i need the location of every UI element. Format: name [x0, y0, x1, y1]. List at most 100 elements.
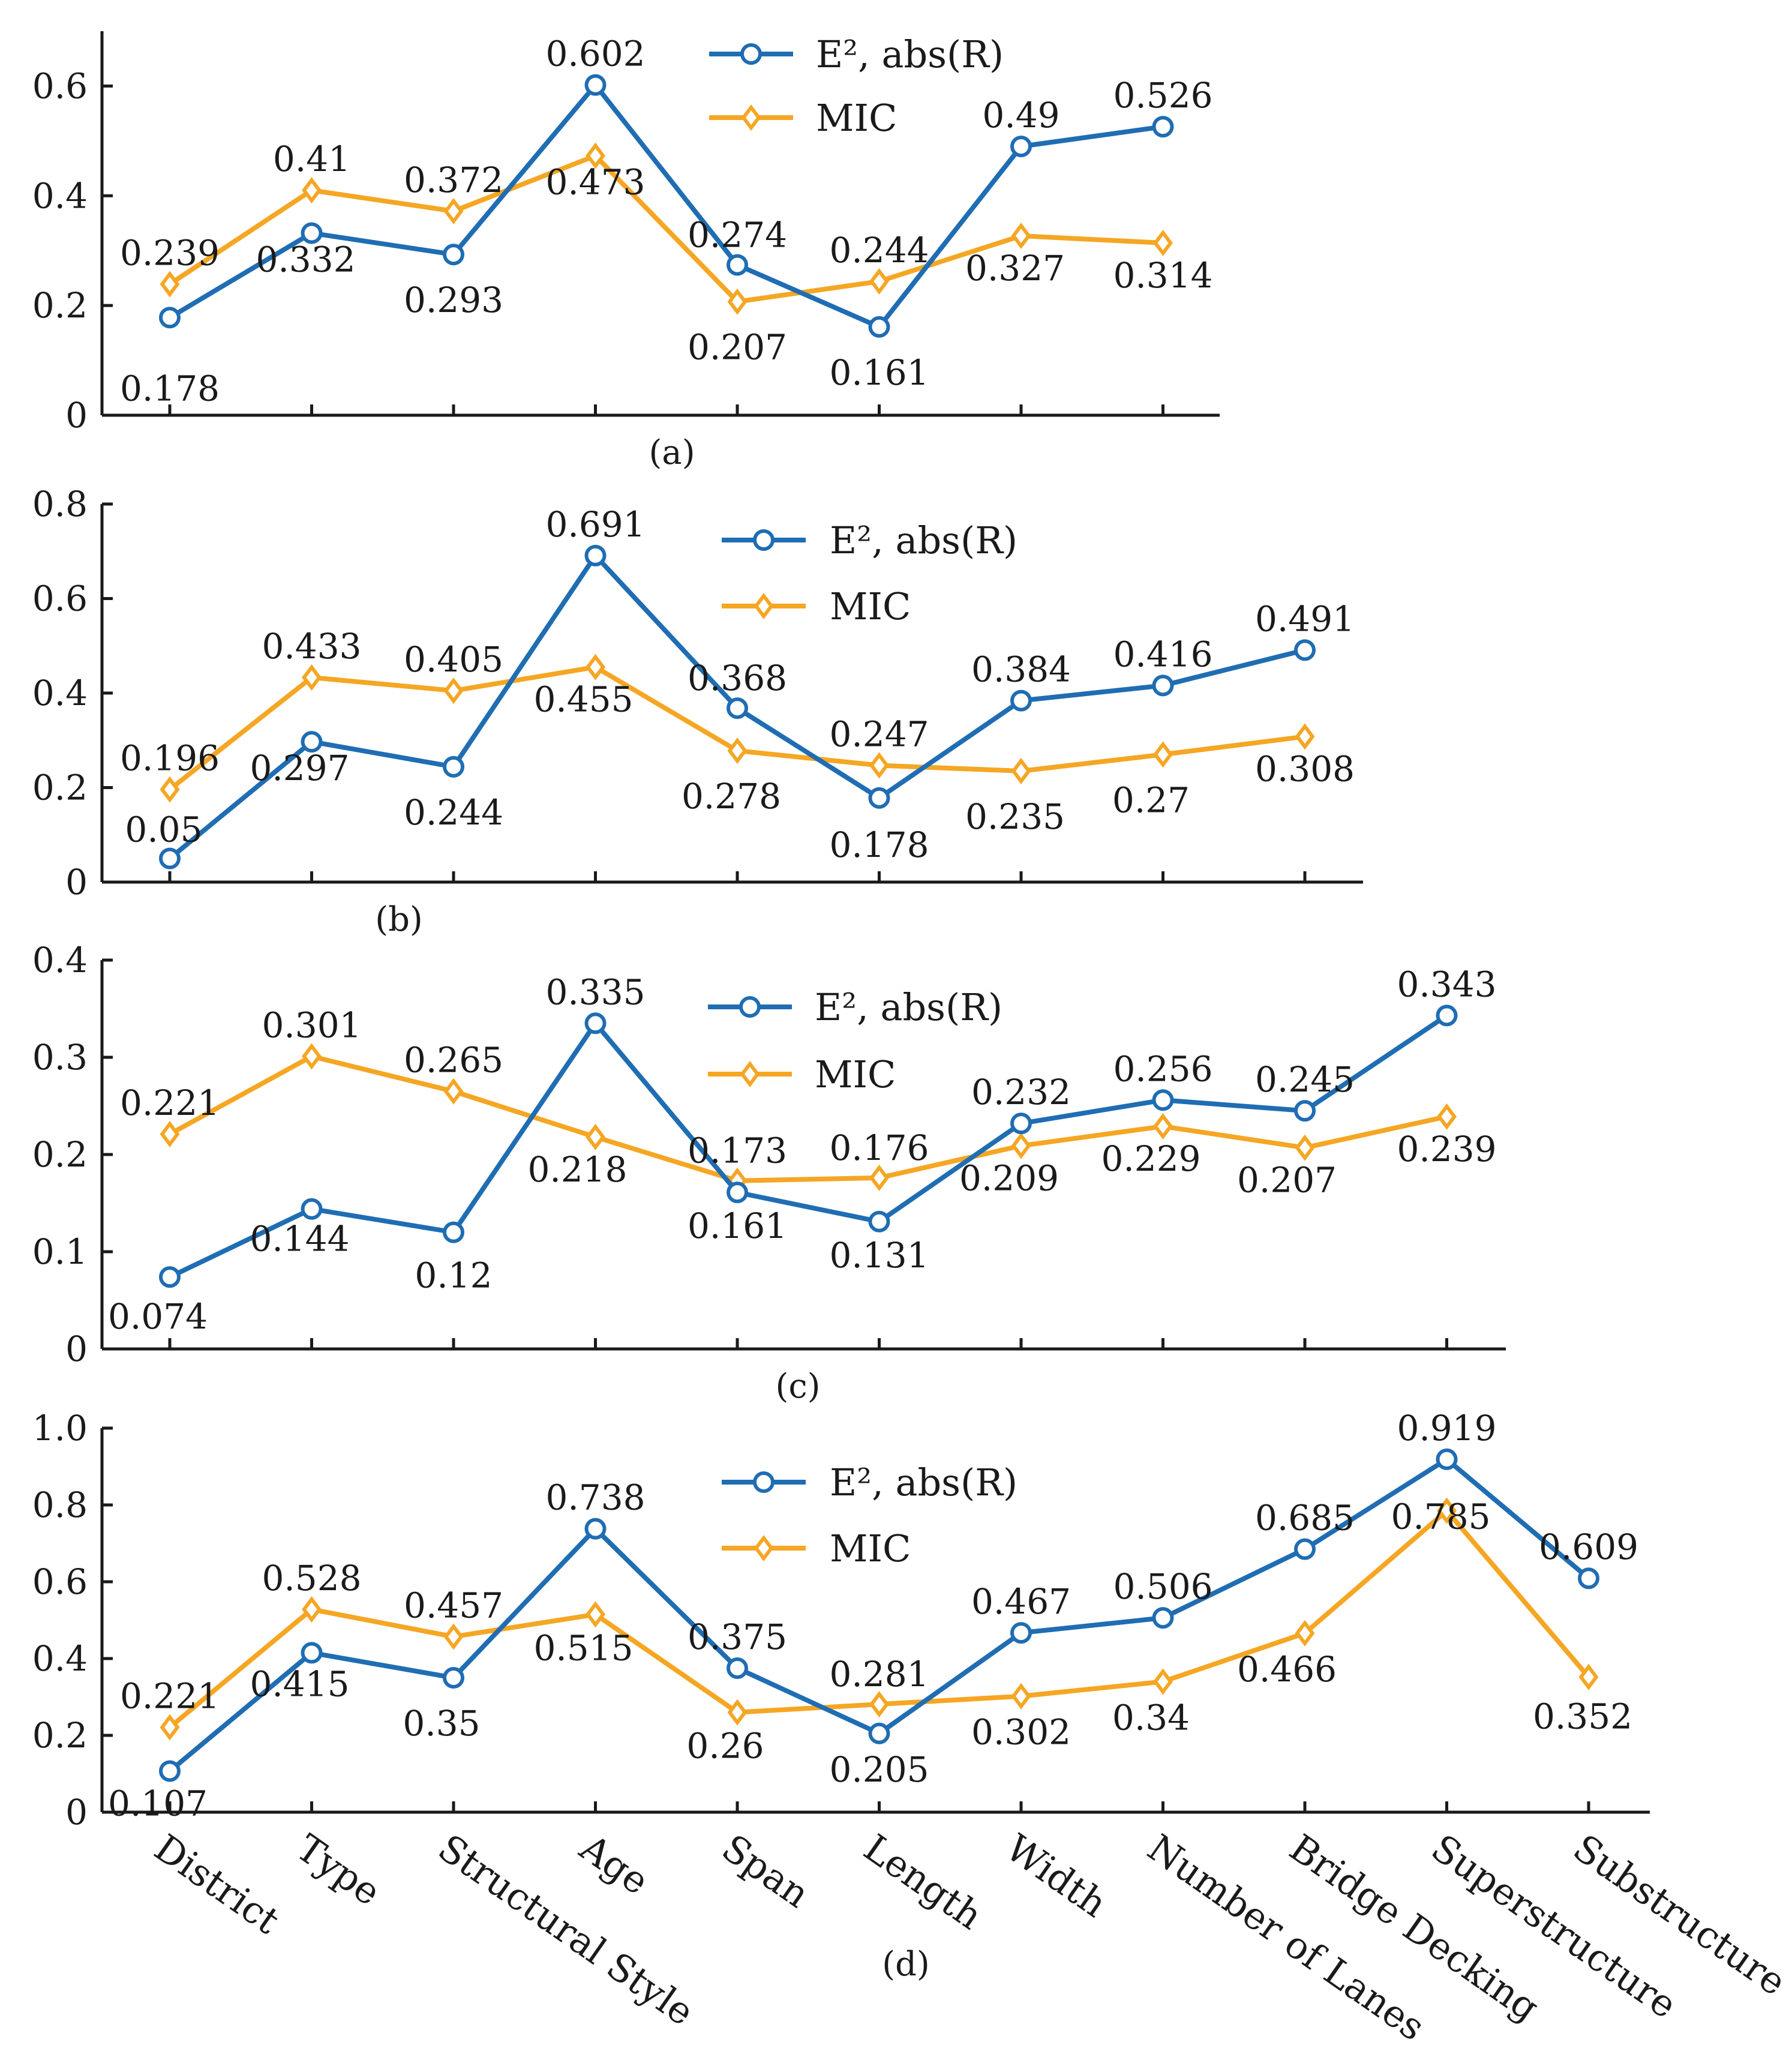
legend-e2-label-3: E², abs(R)	[830, 1461, 1017, 1504]
y-tick-label-2-0: 0	[65, 1329, 88, 1369]
mic-point-1-1	[302, 664, 322, 691]
mic-label-2-9: 0.239	[1397, 1129, 1496, 1170]
e2-label-0-5: 0.161	[829, 352, 929, 393]
e2-label-3-6: 0.467	[971, 1581, 1071, 1622]
e2-point-3-5	[868, 1722, 890, 1744]
mic-label-2-0: 0.221	[120, 1083, 220, 1123]
category-label-5: Length	[856, 1825, 990, 1938]
mic-point-3-3	[586, 1601, 605, 1628]
mic-point-1-7	[1153, 741, 1173, 768]
series-mic-line-0	[168, 153, 1163, 304]
y-tick-label-2-2: 0.2	[32, 1134, 88, 1175]
mic-point-3-6	[1011, 1683, 1031, 1710]
e2-label-3-7: 0.506	[1113, 1566, 1212, 1607]
category-label-9: Superstructure	[1424, 1825, 1685, 2026]
e2-label-2-8: 0.245	[1255, 1059, 1355, 1100]
category-label-6: Width	[998, 1825, 1115, 1926]
mic-point-0-4	[727, 288, 748, 315]
e2-label-2-2: 0.12	[415, 1255, 492, 1296]
e2-point-0-1	[301, 222, 323, 244]
e2-label-2-0: 0.074	[108, 1296, 208, 1337]
y-tick-label-0-0: 0	[65, 395, 88, 436]
e2-label-3-2: 0.35	[403, 1703, 480, 1744]
mic-point-3-10	[1578, 1663, 1599, 1690]
legend-3: E², abs(R) MIC	[722, 1461, 1017, 1570]
mic-point-2-1	[302, 1043, 322, 1070]
mic-label-1-0: 0.196	[120, 738, 220, 779]
mic-point-1-8	[1295, 723, 1315, 750]
y-tick-label-3-3: 0.6	[32, 1561, 88, 1602]
e2-point-0-2	[443, 244, 464, 266]
y-tick-label-2-3: 0.3	[32, 1037, 88, 1078]
y-tick-label-1-0: 0	[65, 862, 88, 902]
e2-point-0-3	[584, 74, 607, 96]
mic-label-3-10: 0.352	[1533, 1696, 1632, 1737]
mic-label-1-3: 0.455	[533, 679, 633, 720]
e2-point-2-3	[584, 1012, 607, 1035]
legend-mic-label-1: MIC	[830, 584, 911, 628]
mic-point-2-8	[1295, 1134, 1315, 1161]
e2-label-1-4: 0.368	[688, 658, 787, 698]
e2-label-0-6: 0.49	[982, 95, 1059, 136]
e2-point-1-8	[1294, 639, 1316, 661]
e2-label-2-6: 0.232	[971, 1072, 1071, 1113]
mic-point-1-0	[160, 776, 180, 803]
mic-label-1-5: 0.247	[829, 713, 929, 754]
legend-0: E², abs(R) MIC	[709, 32, 1004, 140]
legend-e2-marker-2	[739, 996, 761, 1018]
mic-label-2-5: 0.176	[829, 1128, 929, 1168]
mic-label-2-4: 0.173	[688, 1131, 787, 1171]
mic-label-0-7: 0.314	[1113, 255, 1212, 296]
mic-label-1-8: 0.308	[1255, 748, 1355, 789]
e2-point-2-2	[443, 1221, 464, 1243]
e2-point-2-4	[727, 1182, 748, 1204]
panel-label-2: (c)	[775, 1367, 820, 1406]
legend-mic-marker-1	[754, 593, 774, 619]
e2-point-3-0	[159, 1760, 181, 1782]
mic-label-3-7: 0.34	[1112, 1697, 1190, 1738]
e2-label-3-0: 0.107	[108, 1783, 208, 1824]
e2-point-0-6	[1010, 136, 1032, 157]
mic-point-3-2	[443, 1623, 464, 1650]
e2-point-3-1	[301, 1642, 323, 1664]
e2-point-2-7	[1152, 1089, 1174, 1111]
mic-label-1-1: 0.433	[262, 626, 361, 667]
mic-label-2-7: 0.229	[1101, 1138, 1200, 1179]
category-label-4: Span	[714, 1825, 817, 1916]
mic-label-1-6: 0.235	[965, 796, 1065, 837]
mic-point-0-2	[443, 197, 464, 224]
e2-point-2-0	[159, 1266, 181, 1288]
e2-label-0-7: 0.526	[1113, 75, 1212, 116]
category-label-3: Age	[572, 1825, 657, 1903]
e2-point-2-8	[1294, 1100, 1316, 1122]
mic-point-0-5	[869, 268, 889, 295]
e2-point-1-5	[868, 787, 890, 809]
mic-point-2-9	[1437, 1103, 1457, 1130]
legend-e2-label-0: E², abs(R)	[816, 32, 1004, 76]
category-label-0: District	[146, 1825, 287, 1942]
series-e2-line-2	[169, 1013, 1448, 1279]
e2-label-1-3: 0.691	[545, 504, 645, 545]
mic-point-0-3	[585, 142, 606, 169]
mic-point-3-4	[727, 1699, 748, 1726]
y-tick-label-3-2: 0.4	[32, 1638, 88, 1679]
mic-point-1-3	[586, 653, 605, 680]
e2-label-0-3: 0.602	[545, 34, 645, 74]
mic-label-0-3: 0.473	[545, 162, 645, 203]
e2-point-1-4	[727, 697, 748, 719]
mic-label-3-9: 0.785	[1391, 1497, 1490, 1537]
e2-point-1-1	[301, 731, 323, 753]
mic-label-3-3: 0.515	[533, 1627, 633, 1668]
e2-point-2-9	[1436, 1004, 1458, 1027]
e2-label-0-4: 0.274	[688, 214, 787, 255]
y-tick-label-1-3: 0.6	[32, 578, 88, 619]
mic-point-2-3	[586, 1123, 605, 1150]
mic-point-2-6	[1011, 1132, 1031, 1159]
e2-label-3-3: 0.738	[545, 1477, 645, 1518]
e2-point-3-6	[1010, 1622, 1032, 1644]
mic-point-3-7	[1153, 1668, 1173, 1695]
legend-mic-label-2: MIC	[815, 1053, 896, 1096]
mic-label-0-6: 0.327	[965, 248, 1065, 289]
e2-label-1-2: 0.244	[404, 792, 503, 833]
mic-point-2-2	[443, 1078, 464, 1105]
